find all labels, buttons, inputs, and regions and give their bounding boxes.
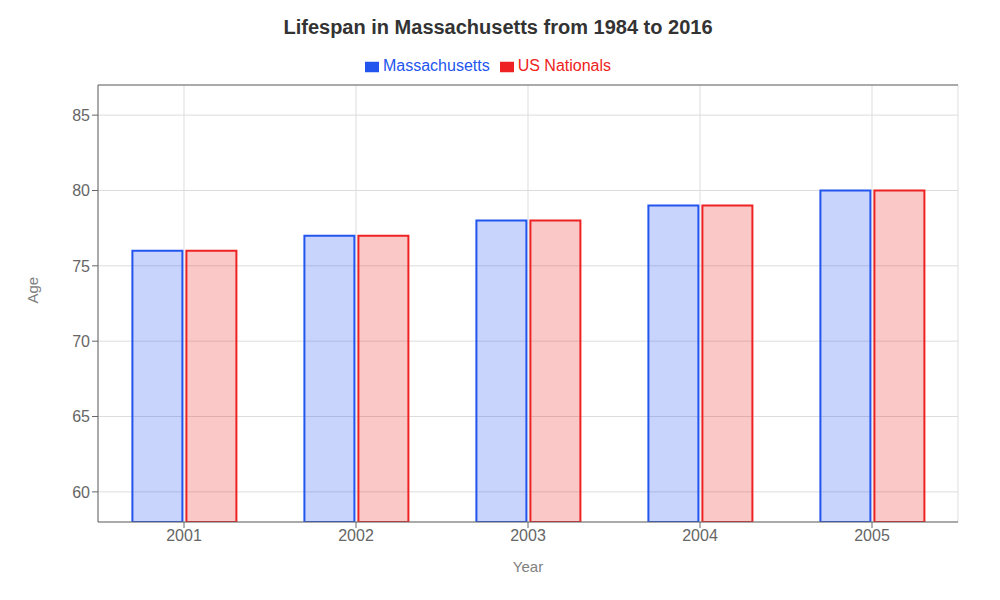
svg-text:2005: 2005	[854, 527, 890, 544]
html-text:US Nationals: US Nationals	[517, 57, 611, 74]
svg-text:75: 75	[72, 258, 90, 275]
svg-text:85: 85	[72, 107, 90, 124]
svg-text:70: 70	[72, 333, 90, 350]
svg-text:80: 80	[72, 182, 90, 199]
svg-text:2001: 2001	[166, 527, 202, 544]
svg-text:2003: 2003	[510, 527, 546, 544]
svg-text:65: 65	[72, 408, 90, 425]
html-text:Massachusetts: Massachusetts	[383, 57, 490, 74]
svg-text:Year: Year	[513, 558, 543, 575]
svg-text:Age: Age	[24, 277, 41, 304]
svg-text:60: 60	[72, 484, 90, 501]
svg-text:2004: 2004	[682, 527, 718, 544]
svg-text:2002: 2002	[338, 527, 374, 544]
html-text:Lifespan in Massachusetts from: Lifespan in Massachusetts from 1984 to 2…	[283, 16, 713, 38]
